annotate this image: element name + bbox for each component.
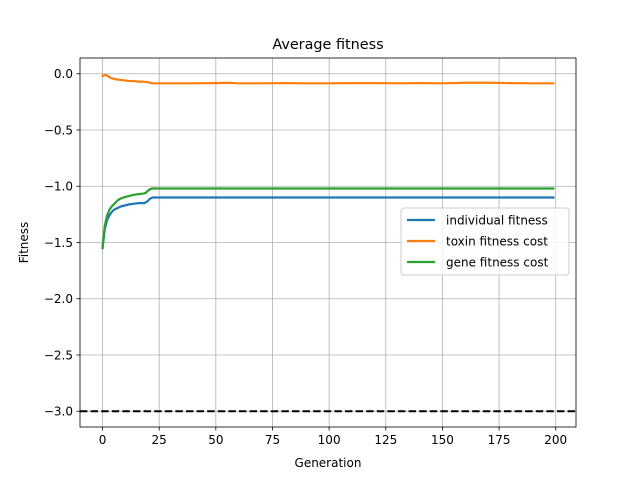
x-tick-label: 25 <box>152 433 167 447</box>
y-tick-label: −0.5 <box>44 123 73 137</box>
grid <box>80 58 576 427</box>
plot-area <box>80 73 576 413</box>
x-tick-label: 0 <box>99 433 107 447</box>
legend-label: individual fitness <box>446 213 548 227</box>
series-line <box>101 73 555 85</box>
x-tick-label: 200 <box>544 433 567 447</box>
y-tick-label: −3.0 <box>44 405 73 419</box>
x-tick-label: 75 <box>265 433 280 447</box>
legend-label: toxin fitness cost <box>446 234 548 248</box>
chart-title: Average fitness <box>272 37 383 53</box>
x-axis-label: Generation <box>295 456 362 470</box>
ticks: 0 25 50 75 100 125 150 175 200 0.0 −0.5 −1.0 −1.5 −2.… <box>44 67 567 447</box>
y-axis-label: Fitness <box>17 222 31 264</box>
x-tick-label: 100 <box>318 433 341 447</box>
y-tick-label: 0.0 <box>54 67 73 81</box>
x-tick-label: 50 <box>208 433 223 447</box>
x-tick-label: 175 <box>488 433 511 447</box>
y-tick-label: −2.5 <box>44 348 73 362</box>
y-tick-label: −1.5 <box>44 236 73 250</box>
x-tick-label: 150 <box>431 433 454 447</box>
legend-label: gene fitness cost <box>446 255 549 269</box>
y-tick-label: −1.0 <box>44 180 73 194</box>
legend-box <box>400 207 570 276</box>
series-line <box>101 196 555 250</box>
legend: individual fitness toxin fitness cost gene… <box>400 207 570 276</box>
series-line <box>101 187 555 249</box>
x-tick-label: 125 <box>374 433 397 447</box>
y-tick-label: −2.0 <box>44 292 73 306</box>
